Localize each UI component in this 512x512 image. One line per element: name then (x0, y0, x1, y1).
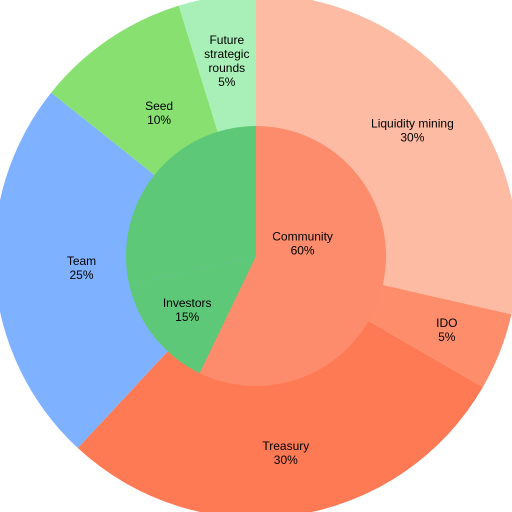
slice-label-future-strategic-rounds: Future strategic rounds 5% (204, 33, 249, 89)
slice-label-community: Community 60% (272, 230, 333, 258)
inner-slice-investors (129, 256, 256, 374)
inner-slice-community (199, 126, 386, 387)
slice-labels: Liquidity mining 30% IDO 5% Treasury 30% Team 2… (67, 33, 458, 467)
inner-slice-remainder (126, 126, 256, 285)
inner-ring (126, 126, 386, 387)
slice-label-liquidity-mining: Liquidity mining 30% (371, 116, 454, 144)
slice-label-treasury: Treasury 30% (262, 439, 309, 467)
slice-label-team: Team 25% (67, 254, 96, 282)
outer-slice-treasury (77, 256, 483, 512)
slice-label-investors: Investors 15% (163, 296, 212, 324)
slice-label-seed: Seed 10% (145, 99, 173, 127)
slice-label-ido: IDO 5% (436, 316, 457, 344)
